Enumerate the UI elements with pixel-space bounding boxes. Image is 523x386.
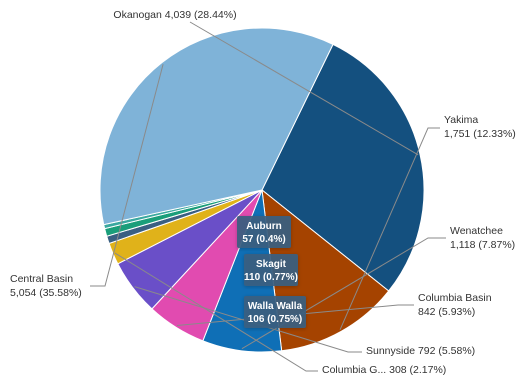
slice-label-columbia-basin: Columbia Basin 842 (5.93%) <box>418 292 492 318</box>
slice-label-wenatchee: Wenatchee 1,118 (7.87%) <box>450 225 515 251</box>
slice-label-line: Yakima <box>444 114 478 126</box>
slice-label-sunnyside: Sunnyside 792 (5.58%) <box>366 345 475 357</box>
tooltip-text: 106 (0.75%) <box>248 314 302 325</box>
tooltip-box <box>244 254 298 286</box>
slice-label-line: Wenatchee <box>450 225 503 237</box>
tooltip-box <box>244 296 306 328</box>
slice-label-line: 1,751 (12.33%) <box>444 128 516 140</box>
slice-label-okanogan: Okanogan 4,039 (28.44%) <box>113 9 236 21</box>
slice-label-yakima: Yakima 1,751 (12.33%) <box>444 114 516 140</box>
tooltip-text: Skagit <box>256 259 287 270</box>
leader-line-central-basin <box>90 64 164 287</box>
slice-labels: Okanogan 4,039 (28.44%) Yakima 1,751 (12.3… <box>10 9 516 376</box>
leader-line-okanogan <box>189 21 419 156</box>
slice-label-columbia-g: Columbia G... 308 (2.17%) <box>322 364 446 376</box>
leader-line-yakima <box>339 127 440 330</box>
tooltip-auburn: Auburn 57 (0.4%) <box>237 216 291 248</box>
slice-label-line: 5,054 (35.58%) <box>10 287 82 299</box>
tooltip-box <box>237 216 291 248</box>
tooltip-text: 57 (0.4%) <box>242 234 285 245</box>
slice-label-line: Columbia Basin <box>418 292 492 304</box>
slice-label-line: Columbia G... 308 (2.17%) <box>322 364 446 376</box>
tooltip-text: Walla Walla <box>248 301 303 312</box>
tooltip-skagit: Skagit 110 (0.77%) <box>244 254 298 286</box>
leader-line-columbia-g <box>114 252 318 372</box>
tooltip-text: Auburn <box>246 221 282 232</box>
tooltip-walla-walla: Walla Walla 106 (0.75%) <box>244 296 306 328</box>
slice-label-line: Central Basin <box>10 273 73 285</box>
tooltip-text: 110 (0.77%) <box>244 272 298 283</box>
slice-label-line: 1,118 (7.87%) <box>450 239 515 251</box>
slice-label-central-basin: Central Basin 5,054 (35.58%) <box>10 273 82 299</box>
slice-tooltips: Walla Walla 106 (0.75%) Skagit 110 (0.77%) A… <box>237 216 306 328</box>
slice-label-line: Okanogan 4,039 (28.44%) <box>113 9 236 21</box>
leader-line-sunnyside <box>134 286 362 353</box>
pie-slice-central-basin[interactable] <box>99 27 334 226</box>
slice-label-line: 842 (5.93%) <box>418 306 475 318</box>
slice-label-line: Sunnyside 792 (5.58%) <box>366 345 475 357</box>
